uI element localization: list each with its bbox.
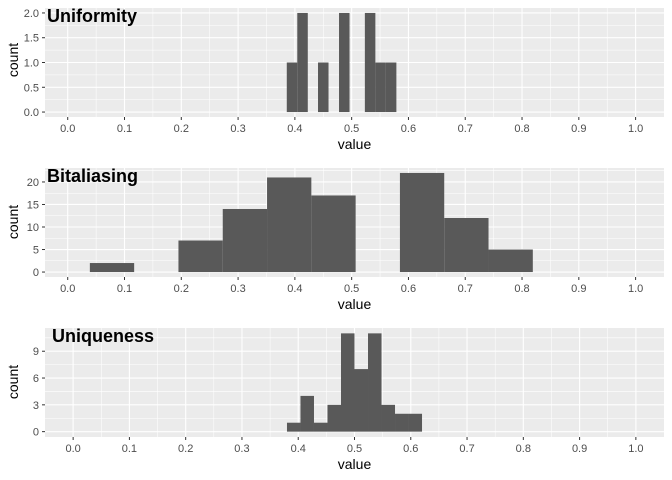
histogram-bar (267, 177, 312, 273)
x-tick-label: 0.0 (65, 443, 80, 455)
x-tick-label: 0.6 (401, 123, 416, 135)
histogram-bar (286, 422, 301, 432)
panel-title: Uniformity (47, 6, 137, 26)
x-tick-label: 0.6 (403, 443, 418, 455)
x-axis-title: value (338, 136, 372, 152)
histogram-bar (286, 62, 298, 113)
histogram-bar (340, 333, 355, 432)
histogram-panel-3: 0.0 0.1 0.2 0.3 0.4 0.5 0.6 0.7 0.8 0.9 1.0 0 3 6 9 val… (5, 326, 664, 472)
y-tick-label: 5 (33, 245, 39, 257)
y-axis-title: count (5, 365, 21, 399)
y-tick-label: 20 (27, 177, 39, 189)
y-tick-label: 0 (33, 427, 39, 439)
panel-title: Bitaliasing (47, 166, 138, 186)
y-tick-label: 2.0 (24, 8, 39, 20)
x-tick-label: 0.2 (178, 443, 193, 455)
x-tick-label: 0.1 (122, 443, 137, 455)
histogram-bar (395, 413, 409, 432)
x-tick-label: 0.4 (287, 123, 302, 135)
x-tick-label: 1.0 (628, 283, 643, 295)
y-tick-label: 1.0 (24, 58, 39, 70)
x-tick-label: 0.5 (344, 123, 359, 135)
x-tick-label: 0.8 (514, 123, 529, 135)
histogram-bar (385, 62, 397, 113)
y-axis-title: count (5, 205, 21, 239)
x-tick-label: 0.6 (401, 283, 416, 295)
histogram-bar (408, 413, 423, 432)
x-tick-label: 0.8 (516, 443, 531, 455)
x-tick-label: 0.9 (571, 283, 586, 295)
histogram-bar (354, 369, 369, 432)
histogram-bar (313, 422, 328, 432)
x-tick-label: 0.1 (117, 283, 132, 295)
x-axis-title: value (338, 296, 372, 312)
x-tick-label: 0.7 (458, 123, 473, 135)
panel-title: Uniqueness (52, 326, 154, 346)
x-tick-label: 0.3 (234, 443, 249, 455)
x-tick-label: 0.5 (347, 443, 362, 455)
histogram-bar (297, 12, 308, 113)
x-tick-label: 1.0 (628, 123, 643, 135)
x-tick-label: 0.2 (174, 123, 189, 135)
histogram-bar (364, 12, 376, 113)
y-tick-label: 6 (33, 373, 39, 385)
y-axis-title: count (5, 43, 21, 77)
x-tick-label: 0.1 (117, 123, 132, 135)
histogram-bar (368, 333, 382, 432)
histogram-panel-1: 0.0 0.1 0.2 0.3 0.4 0.5 0.6 0.7 0.8 0.9 1.0 0.0 0.5 1… (5, 6, 664, 152)
histogram-panel-2: 0.0 0.1 0.2 0.3 0.4 0.5 0.6 0.7 0.8 0.9 1.0 0 5 10 15 2… (5, 166, 664, 312)
histogram-bar (318, 62, 329, 113)
histogram-bar (327, 404, 341, 432)
histogram-bar (178, 240, 223, 273)
x-tick-label: 0.7 (458, 283, 473, 295)
x-tick-label: 0.0 (60, 283, 75, 295)
histogram-bar (300, 395, 314, 432)
y-tick-label: 15 (27, 199, 39, 211)
x-tick-label: 0.9 (572, 443, 587, 455)
x-tick-label: 0.8 (514, 283, 529, 295)
histogram-bar (339, 12, 350, 113)
histogram-bar (89, 263, 135, 273)
x-axis-title: value (338, 456, 372, 472)
x-tick-label: 0.4 (291, 443, 306, 455)
y-tick-label: 3 (33, 400, 39, 412)
x-tick-label: 0.4 (287, 283, 302, 295)
x-tick-label: 0.0 (60, 123, 75, 135)
x-tick-label: 0.3 (230, 283, 245, 295)
histogram-bar (381, 404, 396, 432)
y-tick-label: 9 (33, 346, 39, 358)
histogram-bar (444, 217, 489, 273)
x-tick-label: 1.0 (628, 443, 643, 455)
histogram-bar (488, 249, 533, 273)
x-tick-label: 0.7 (459, 443, 474, 455)
y-tick-label: 10 (27, 222, 39, 234)
y-tick-label: 0.0 (24, 107, 39, 119)
x-tick-label: 0.9 (571, 123, 586, 135)
x-tick-label: 0.2 (174, 283, 189, 295)
histogram-bar (311, 195, 356, 273)
y-tick-label: 1.5 (24, 33, 39, 45)
histogram-bar (222, 208, 268, 273)
histogram-bar (399, 172, 445, 273)
y-tick-label: 0.5 (24, 82, 39, 94)
x-tick-label: 0.5 (344, 283, 359, 295)
y-tick-label: 0 (33, 267, 39, 279)
histogram-bar (375, 62, 386, 113)
x-tick-label: 0.3 (230, 123, 245, 135)
